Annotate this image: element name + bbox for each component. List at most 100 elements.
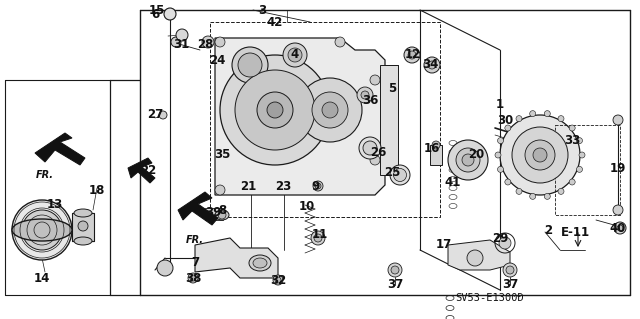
Circle shape	[525, 140, 555, 170]
Circle shape	[505, 125, 511, 131]
Text: 11: 11	[312, 228, 328, 241]
Bar	[430, 145, 442, 165]
Circle shape	[506, 266, 514, 274]
Text: 12: 12	[405, 48, 421, 62]
Text: 22: 22	[140, 164, 156, 176]
Text: 8: 8	[218, 204, 226, 217]
Text: FR.: FR.	[36, 170, 54, 180]
Ellipse shape	[359, 137, 381, 159]
Circle shape	[497, 137, 504, 144]
Text: 9: 9	[311, 180, 319, 192]
Circle shape	[497, 167, 504, 172]
Text: SV53-E1300Ð: SV53-E1300Ð	[456, 293, 524, 303]
Circle shape	[428, 61, 436, 69]
Text: 32: 32	[270, 273, 286, 286]
Circle shape	[569, 179, 575, 185]
Circle shape	[530, 111, 536, 117]
Text: 21: 21	[240, 180, 256, 192]
Circle shape	[408, 51, 416, 59]
Circle shape	[235, 70, 315, 150]
Circle shape	[218, 211, 226, 219]
Circle shape	[361, 91, 369, 99]
Text: 29: 29	[492, 232, 508, 244]
Circle shape	[530, 193, 536, 199]
Text: 34: 34	[422, 58, 438, 71]
Circle shape	[314, 234, 322, 242]
Circle shape	[533, 148, 547, 162]
Circle shape	[257, 92, 293, 128]
Circle shape	[164, 8, 176, 20]
Circle shape	[311, 231, 325, 245]
Text: 40: 40	[610, 221, 626, 234]
Circle shape	[159, 111, 167, 119]
Circle shape	[516, 189, 522, 194]
Circle shape	[558, 115, 564, 122]
Polygon shape	[128, 158, 155, 183]
Circle shape	[613, 205, 623, 215]
Text: 18: 18	[89, 183, 105, 197]
Polygon shape	[178, 192, 218, 225]
Text: FR.: FR.	[186, 235, 204, 245]
Circle shape	[456, 148, 480, 172]
Circle shape	[12, 200, 72, 260]
Polygon shape	[215, 38, 385, 195]
Circle shape	[500, 115, 580, 195]
Bar	[205, 208, 223, 220]
Circle shape	[22, 210, 62, 250]
Text: 41: 41	[445, 176, 461, 189]
Text: 39: 39	[205, 205, 221, 219]
Circle shape	[512, 127, 568, 183]
Circle shape	[613, 115, 623, 125]
Text: 37: 37	[502, 278, 518, 292]
Circle shape	[171, 37, 181, 47]
Circle shape	[544, 111, 550, 117]
Text: 2: 2	[544, 224, 552, 236]
Circle shape	[157, 260, 173, 276]
Polygon shape	[195, 238, 278, 278]
Polygon shape	[448, 240, 510, 270]
Circle shape	[495, 152, 501, 158]
Ellipse shape	[215, 210, 229, 220]
Circle shape	[577, 137, 582, 144]
Ellipse shape	[74, 209, 92, 217]
Text: 26: 26	[370, 145, 386, 159]
Circle shape	[448, 140, 488, 180]
Text: 33: 33	[564, 133, 580, 146]
Circle shape	[503, 263, 517, 277]
Ellipse shape	[394, 168, 406, 182]
Text: 1: 1	[496, 99, 504, 112]
Text: 36: 36	[362, 93, 378, 107]
Ellipse shape	[363, 141, 377, 155]
Bar	[555, 125, 620, 215]
Circle shape	[298, 78, 362, 142]
Text: 24: 24	[209, 54, 225, 66]
Ellipse shape	[390, 165, 410, 185]
Text: 17: 17	[436, 239, 452, 251]
Circle shape	[544, 193, 550, 199]
Text: 31: 31	[173, 39, 189, 51]
Text: E-11: E-11	[561, 226, 589, 240]
Text: 27: 27	[147, 108, 163, 122]
Circle shape	[391, 266, 399, 274]
Circle shape	[577, 167, 582, 172]
Circle shape	[424, 57, 440, 73]
Text: 38: 38	[185, 271, 201, 285]
Text: 20: 20	[468, 149, 484, 161]
Circle shape	[388, 263, 402, 277]
Ellipse shape	[249, 255, 271, 271]
Circle shape	[404, 47, 420, 63]
Circle shape	[357, 87, 373, 103]
Circle shape	[220, 55, 330, 165]
Text: 28: 28	[197, 39, 213, 51]
Bar	[380, 65, 398, 175]
Circle shape	[78, 221, 88, 231]
Text: 25: 25	[384, 166, 400, 179]
Bar	[210, 22, 440, 217]
Text: 19: 19	[610, 161, 626, 174]
Circle shape	[505, 179, 511, 185]
Circle shape	[370, 75, 380, 85]
Circle shape	[312, 92, 348, 128]
Circle shape	[176, 29, 188, 41]
Text: 42: 42	[267, 16, 283, 28]
Circle shape	[288, 48, 302, 62]
